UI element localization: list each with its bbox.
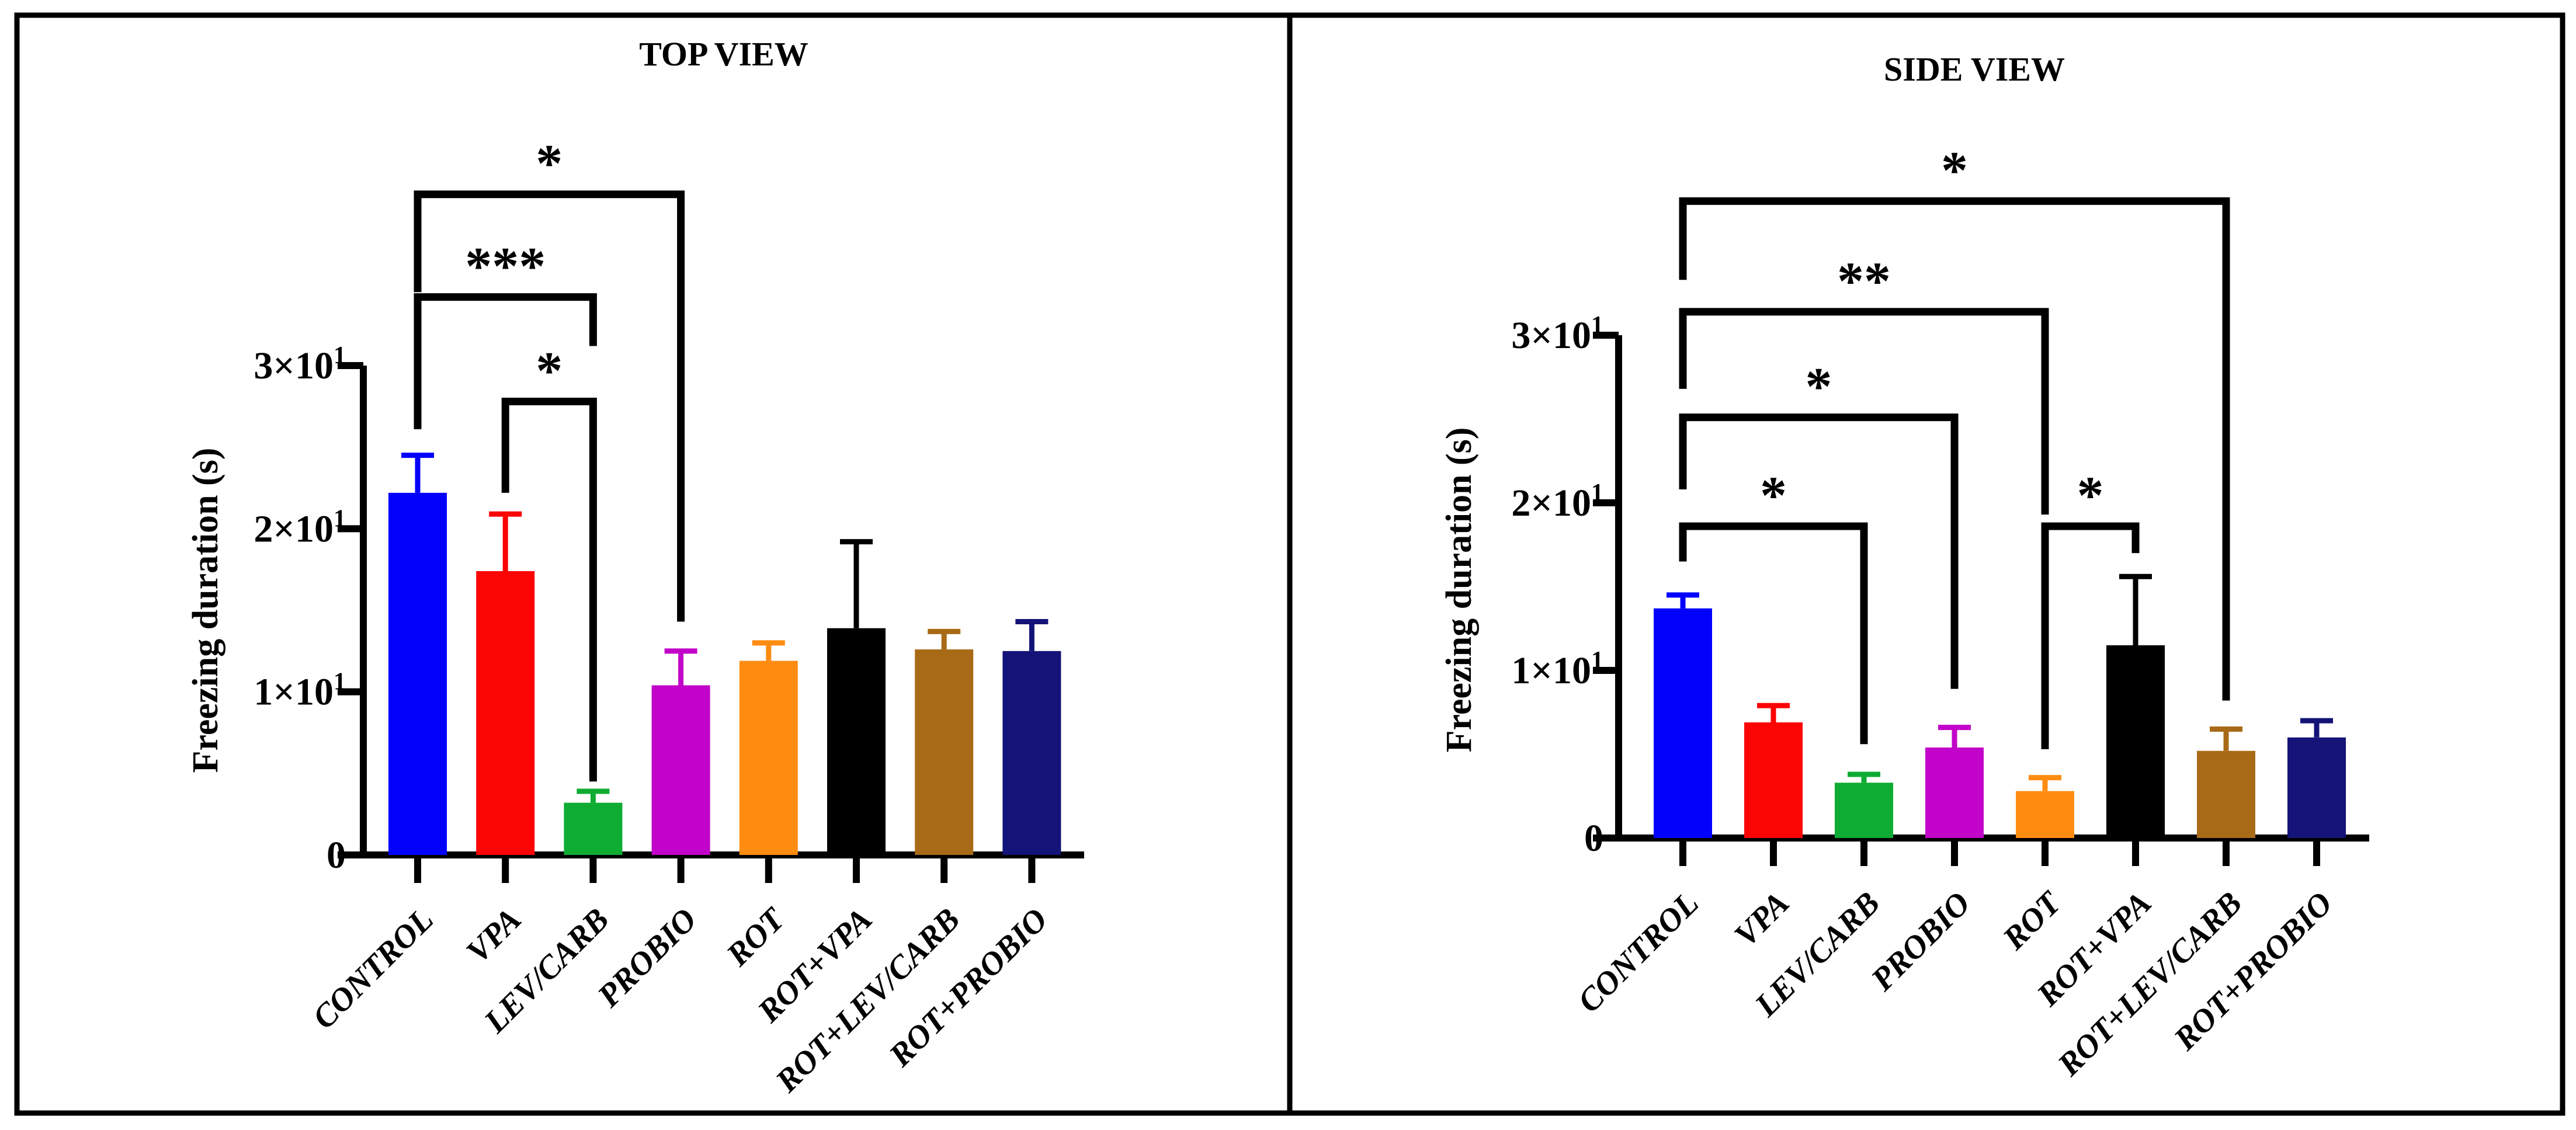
significance-stars: *** xyxy=(465,237,546,296)
y-tick-label: 0 xyxy=(1584,817,1603,860)
y-axis-label: Freezing duration (s) xyxy=(186,448,225,773)
bar-CONTROL xyxy=(388,492,447,855)
bar-ROT+PROBIO xyxy=(1002,651,1061,855)
y-tick-label: 1×101 xyxy=(254,669,346,714)
bar-ROT+VPA xyxy=(827,628,886,855)
significance-bracket xyxy=(414,190,685,622)
bar-VPA xyxy=(476,571,535,855)
y-tick-label: 2×101 xyxy=(254,505,346,550)
y-tick-label: 3×101 xyxy=(254,342,346,387)
significance-stars: * xyxy=(536,134,563,193)
significance-bracket xyxy=(1679,522,1868,745)
panel-title: TOP VIEW xyxy=(639,35,808,73)
significance-bracket xyxy=(501,397,597,782)
y-tick-label: 2×101 xyxy=(1511,479,1603,524)
significance-bracket xyxy=(1679,413,1959,689)
significance-stars: * xyxy=(1806,357,1832,416)
significance-bracket xyxy=(1679,308,2049,515)
bar-ROT+VPA xyxy=(2106,645,2165,838)
y-tick-label: 3×101 xyxy=(1511,312,1603,357)
bar-LEV/CARB xyxy=(564,802,623,855)
bar-LEV/CARB xyxy=(1835,783,1893,838)
bar-PROBIO xyxy=(1925,747,1984,838)
y-tick-label: 0 xyxy=(327,834,346,877)
panel-title: SIDE VIEW xyxy=(1884,50,2065,88)
significance-bracket xyxy=(414,293,597,429)
bar-ROT+LEV/CARB xyxy=(2197,750,2255,838)
bar-VPA xyxy=(1744,722,1803,838)
bar-ROT xyxy=(2016,791,2074,838)
bar-PROBIO xyxy=(651,685,710,855)
significance-stars: ** xyxy=(1837,251,1891,311)
bar-ROT xyxy=(739,660,798,855)
significance-bracket xyxy=(1679,197,2230,701)
y-tick-label: 1×101 xyxy=(1511,647,1603,692)
bar-CONTROL xyxy=(1654,608,1712,838)
bar-ROT+LEV/CARB xyxy=(915,649,974,855)
significance-stars: * xyxy=(536,340,563,400)
significance-bracket xyxy=(2041,522,2140,749)
significance-stars: * xyxy=(1941,140,1968,200)
significance-stars: * xyxy=(1760,465,1787,525)
y-axis-label: Freezing duration (s) xyxy=(1439,427,1479,753)
bar-ROT+PROBIO xyxy=(2287,737,2346,838)
significance-stars: * xyxy=(2077,465,2104,525)
